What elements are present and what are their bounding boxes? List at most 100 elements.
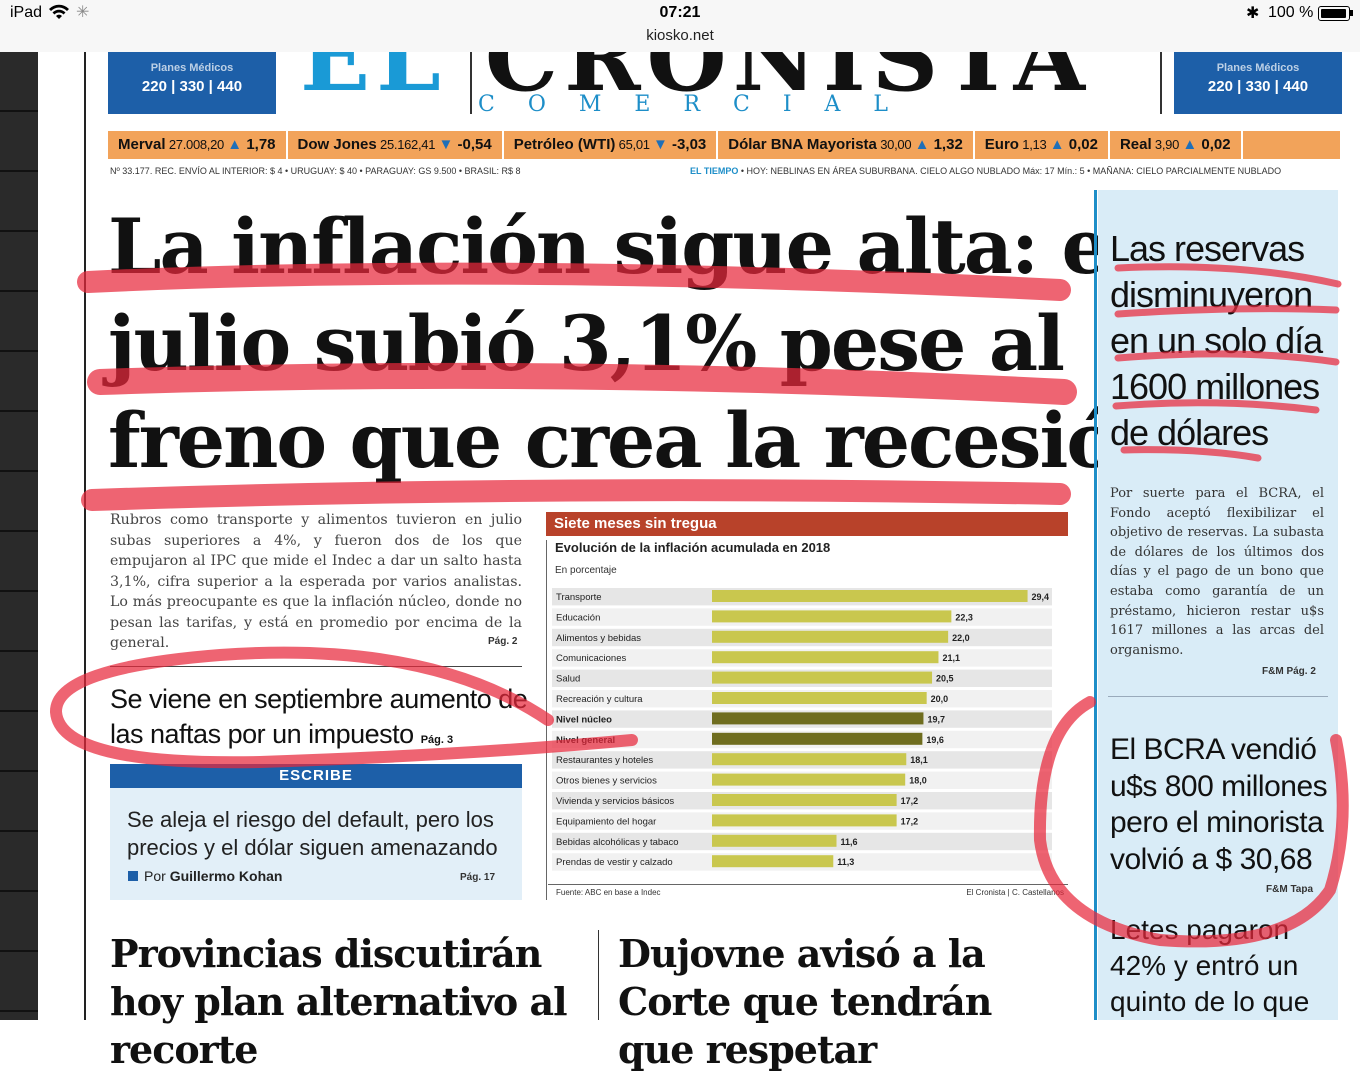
thumbnail[interactable] <box>0 712 38 772</box>
right-column-rule <box>1094 190 1097 1020</box>
secondary-headline[interactable]: Se viene en septiembre aumento de las na… <box>110 682 530 758</box>
promo-value: 220 | 330 | 440 <box>1207 78 1309 95</box>
ticker-change: -3,03 <box>667 136 707 153</box>
activity-spinner-icon: ✳ <box>76 4 90 21</box>
arrow-down-icon: ▼ <box>653 136 668 153</box>
thumbnail[interactable] <box>0 652 38 712</box>
promo-box-left[interactable]: Planes Médicos 220 | 330 | 440 <box>108 52 276 114</box>
chart-category-label: Vivienda y servicios básicos <box>556 796 674 807</box>
chart-category-label: Transporte <box>556 592 602 603</box>
thumbnail[interactable] <box>0 52 38 112</box>
chart-category-label: Nivel general <box>556 735 615 746</box>
page-left-rule <box>84 52 86 1020</box>
chart-bar <box>712 855 834 868</box>
arrow-up-icon: ▲ <box>914 136 930 153</box>
opinion-headline[interactable]: Se aleja el riesgo del default, pero los… <box>127 807 498 860</box>
bcra-headline[interactable]: El BCRA vendió u$s 800 millones pero el … <box>1110 733 1328 876</box>
chart-bar <box>712 671 933 684</box>
ticker-item[interactable]: Real 3,90 ▲ 0,02 <box>1110 131 1243 159</box>
ticker-label: Real <box>1119 136 1152 153</box>
masthead-divider <box>470 52 472 114</box>
thumbnail[interactable] <box>0 112 38 172</box>
ticker-label: Dow Jones <box>297 136 377 153</box>
arrow-up-icon: ▲ <box>227 136 243 153</box>
ticker-label: Euro <box>984 136 1019 153</box>
dujovne-headline[interactable]: Dujovne avisó a la Corte que tendrán que… <box>618 931 992 1072</box>
chart-bar <box>712 794 897 806</box>
device-label: iPad <box>10 4 43 21</box>
ticker-value: 65,01 <box>615 137 654 152</box>
thumbnail[interactable] <box>0 472 38 532</box>
battery-percent: 100 % <box>1268 4 1314 21</box>
chart-category-label: Nivel núcleo <box>556 714 612 725</box>
battery-tip <box>1350 10 1353 16</box>
thumbnail[interactable] <box>0 172 38 232</box>
ticker-item[interactable]: Euro 1,13 ▲ 0,02 <box>975 131 1110 159</box>
reserves-headline[interactable]: Las reservas disminuyeron en un solo día… <box>1110 228 1323 453</box>
weather-label: EL TIEMPO <box>690 166 739 176</box>
main-headline[interactable]: La inflación sigue alta: en julio subió … <box>108 198 1170 489</box>
ticker-value: 1,13 <box>1018 137 1050 152</box>
thumbnail[interactable] <box>0 892 38 952</box>
chart-value-label: 19,6 <box>926 735 944 745</box>
ticker-item[interactable]: Merval 27.008,20 ▲ 1,78 <box>108 131 288 159</box>
thumbnail[interactable] <box>0 772 38 832</box>
thumbnail[interactable] <box>0 352 38 412</box>
chart-category-label: Prendas de vestir y calzado <box>556 857 673 868</box>
page-thumbnail-strip[interactable] <box>0 52 38 1020</box>
provinces-headline[interactable]: Provincias discutirán hoy plan alternati… <box>110 931 568 1072</box>
reserves-page-ref: F&M Pág. 2 <box>1262 666 1316 677</box>
arrow-down-icon: ▼ <box>438 136 454 153</box>
ticker-item[interactable]: Petróleo (WTI) 65,01 ▼ -3,03 <box>504 131 719 159</box>
chart-bar <box>712 834 837 847</box>
chart-bar <box>712 590 1028 602</box>
chart-source: Fuente: ABC en base a Indec <box>556 888 661 897</box>
ticker-change: -0,54 <box>453 136 492 153</box>
chart-value-label: 11,6 <box>841 837 858 847</box>
chart-value-label: 18,0 <box>909 776 927 786</box>
opinion-box[interactable] <box>110 788 522 900</box>
thumbnail[interactable] <box>0 592 38 652</box>
reserves-body: Por suerte para el BCRA, el Fondo aceptó… <box>1110 486 1324 658</box>
thumbnail[interactable] <box>0 412 38 472</box>
letes-headline[interactable]: Letes pagaron 42% y entró un quinto de l… <box>1110 914 1310 1017</box>
ticker-change: 0,02 <box>1064 136 1098 153</box>
chart-value-label: 19,7 <box>927 714 945 724</box>
chart-value-label: 17,2 <box>901 816 919 826</box>
chart-title: Siete meses sin tregua <box>546 512 1068 536</box>
url-label[interactable]: kiosko.net <box>646 27 714 44</box>
chart-bar <box>712 753 907 766</box>
arrow-up-icon: ▲ <box>1049 136 1065 153</box>
opinion-page-ref: Pág. 17 <box>460 872 496 883</box>
chart-value-label: 11,3 <box>837 857 854 867</box>
chart-category-label: Recreación y cultura <box>556 694 643 705</box>
thumbnail[interactable] <box>0 232 38 292</box>
ticker-item[interactable]: Dólar BNA Mayorista 30,00 ▲ 1,32 <box>718 131 975 159</box>
opinion-byline: Por Guillermo Kohan <box>128 868 282 884</box>
thumbnail[interactable] <box>0 292 38 352</box>
escribe-banner: ESCRIBE <box>110 764 522 788</box>
thumbnail[interactable] <box>0 832 38 892</box>
masthead-title: EL CRONISTA <box>300 52 1091 112</box>
chart-value-label: 29,4 <box>1032 592 1050 602</box>
chart-category-label: Comunicaciones <box>556 653 626 664</box>
chart-unit: En porcentaje <box>555 565 617 576</box>
ticker-value: 27.008,20 <box>165 137 228 152</box>
ios-status-bar: iPad ✳ 07:21 kiosko.net ✱ 100 % <box>0 0 1360 53</box>
chart-category-label: Educación <box>556 612 600 623</box>
masthead-title-main: CRONISTA <box>484 52 1092 112</box>
promo-box-right[interactable]: Planes Médicos 220 | 330 | 440 <box>1174 52 1342 114</box>
chart-bar <box>712 630 949 643</box>
chart-subtitle: Evolución de la inflación acumulada en 2… <box>555 540 831 555</box>
ticker-change: 1,32 <box>929 136 963 153</box>
chart-bar <box>712 814 897 827</box>
ticker-value: 30,00 <box>876 137 915 152</box>
ticker-label: Petróleo (WTI) <box>513 136 616 153</box>
chart-category-label: Alimentos y bebidas <box>556 633 641 644</box>
thumbnail[interactable] <box>0 532 38 592</box>
chart-value-label: 20,0 <box>931 694 949 704</box>
thumbnail[interactable] <box>0 952 38 1012</box>
lead-paragraph: Rubros como transporte y alimentos tuvie… <box>110 512 522 651</box>
ticker-item[interactable]: Dow Jones 25.162,41 ▼ -0,54 <box>288 131 504 159</box>
ticker-value: 25.162,41 <box>376 137 439 152</box>
